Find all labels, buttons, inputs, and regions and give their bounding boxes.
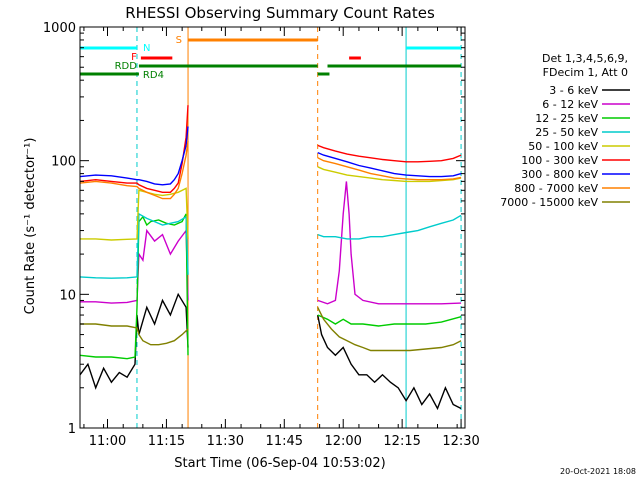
y-tick-label-0: 1: [68, 422, 76, 437]
series-line-5: [80, 105, 462, 193]
legend-label-5: 100 - 300 keV: [521, 154, 598, 167]
series-line-7: [80, 141, 462, 200]
legend-label-8: 7000 - 15000 keV: [500, 196, 598, 209]
x-tick-label-3: 11:45: [266, 434, 303, 449]
plot-frame: [79, 26, 466, 429]
state-label-s: S: [176, 35, 182, 46]
series-line-4: [80, 166, 462, 241]
x-tick-label-2: 11:30: [207, 434, 244, 449]
state-label-n: N: [143, 43, 150, 54]
series-line-8: [80, 306, 462, 352]
x-axis-label: Start Time (06-Sep-04 10:53:02): [174, 456, 385, 471]
x-tick-label-5: 12:15: [383, 434, 420, 449]
legend-header-line-2: FDecim 1, Att 0: [543, 66, 628, 79]
legend-header-line-1: Det 1,3,4,5,6,9,: [542, 52, 628, 65]
x-tick-label-4: 12:00: [324, 434, 361, 449]
chart-title: RHESSI Observing Summary Count Rates: [125, 4, 435, 22]
legend-label-7: 800 - 7000 keV: [514, 182, 598, 195]
y-axis-label: Count Rate (s⁻¹ detector⁻¹): [23, 138, 38, 315]
legend: Det 1,3,4,5,6,9, FDecim 1, Att 0 3 - 6 k…: [500, 52, 630, 209]
series-line-6: [80, 126, 462, 186]
series-group: [80, 105, 462, 411]
legend-label-1: 6 - 12 keV: [542, 98, 598, 111]
legend-label-0: 3 - 6 keV: [549, 84, 598, 97]
legend-label-4: 50 - 100 keV: [528, 140, 598, 153]
series-line-1: [80, 181, 462, 305]
legend-label-6: 300 - 800 keV: [521, 168, 598, 181]
timestamp: 20-Oct-2021 18:08: [560, 467, 636, 476]
y-tick-label-2: 100: [51, 155, 76, 170]
series-line-2: [80, 213, 462, 360]
state-label-rdd: RDD: [115, 61, 138, 72]
y-tick-label-1: 10: [59, 288, 76, 303]
series-line-3: [80, 212, 462, 279]
x-tick-label-1: 11:15: [148, 434, 185, 449]
x-tick-label-6: 12:30: [442, 434, 479, 449]
legend-label-2: 12 - 25 keV: [535, 112, 598, 125]
state-label-rd4: RD4: [143, 70, 164, 81]
legend-label-3: 25 - 50 keV: [535, 126, 598, 139]
y-tick-label-3: 1000: [43, 21, 76, 36]
x-tick-label-0: 11:00: [89, 434, 126, 449]
state-label-f: F: [131, 52, 137, 63]
